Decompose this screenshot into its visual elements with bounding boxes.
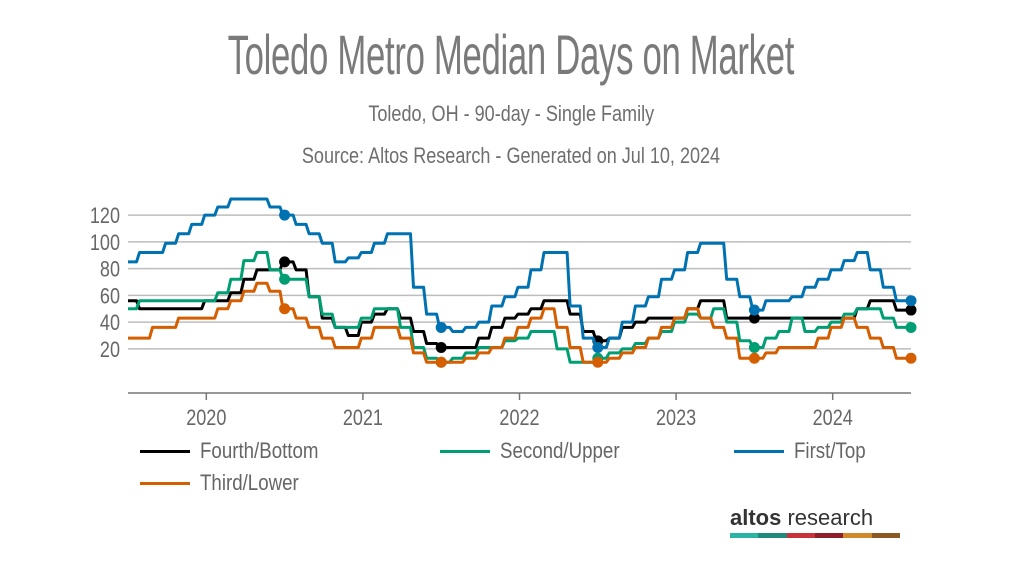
legend-label: First/Top (794, 438, 866, 463)
data-point-marker (435, 356, 447, 368)
data-point-marker (279, 273, 291, 285)
chart-subtitle-text: Toledo, OH - 90-day - Single Family (368, 101, 654, 126)
y-tick-label: 60 (100, 285, 120, 309)
logo-bar-segment (871, 533, 900, 538)
legend-swatch (140, 449, 190, 453)
x-tick-label: 2024 (813, 406, 853, 430)
data-point-marker (748, 312, 760, 324)
logo-bar-segment (730, 533, 759, 538)
y-tick-label: 80 (100, 258, 120, 282)
data-point-marker (748, 342, 760, 354)
series-line-third-lower (128, 281, 911, 364)
data-point-marker (279, 209, 291, 221)
data-point-marker (905, 321, 917, 333)
logo-brand-light: research (787, 505, 874, 530)
x-tick-label: 2022 (499, 406, 539, 430)
data-point-marker (592, 342, 604, 354)
data-point-marker (279, 256, 291, 268)
series-line-first-top (128, 197, 911, 349)
data-point-marker (905, 304, 917, 316)
y-tick-label: 100 (90, 231, 120, 255)
data-point-marker (748, 352, 760, 364)
legend-swatch (734, 449, 784, 453)
chart-source: Source: Altos Research - Generated on Ju… (0, 143, 1022, 169)
logo-bar-segment (814, 533, 844, 538)
logo-text: altos research (730, 505, 900, 531)
legend-label: Third/Lower (200, 470, 299, 495)
data-point-marker (905, 352, 917, 364)
legend-item-fourth: Fourth/Bottom (140, 438, 339, 464)
data-point-marker (435, 321, 447, 333)
data-point-marker (279, 303, 291, 315)
data-point-marker (748, 304, 760, 316)
chart-source-text: Source: Altos Research - Generated on Ju… (301, 143, 721, 168)
data-point-marker (905, 295, 917, 307)
logo-bar-segment (758, 533, 787, 538)
series-line-fourth-bottom (128, 260, 911, 349)
chart-title-text: Toledo Metro Median Days on Market (227, 23, 795, 86)
y-tick-label: 120 (90, 204, 120, 228)
y-tick-label: 40 (100, 312, 120, 336)
logo-bar-segment (786, 533, 815, 538)
x-tick-label: 2020 (186, 406, 226, 430)
chart-subtitle: Toledo, OH - 90-day - Single Family (0, 101, 1022, 127)
logo-brand-bold: altos (730, 505, 782, 530)
x-tick-label: 2023 (656, 406, 696, 430)
legend-item-first: First/Top (734, 438, 878, 464)
chart-title: Toledo Metro Median Days on Market (0, 22, 1022, 86)
x-tick-label: 2021 (343, 406, 383, 430)
legend-item-second: Second/Upper (440, 438, 641, 464)
data-point-marker (435, 342, 447, 354)
legend-label: Second/Upper (500, 438, 620, 463)
legend-swatch (140, 481, 190, 485)
series-line-second-upper (128, 251, 911, 364)
data-point-marker (592, 356, 604, 368)
legend-item-third: Third/Lower (140, 470, 316, 496)
legend-label: Fourth/Bottom (200, 438, 319, 463)
logo-bar-segment (843, 533, 872, 538)
logo-color-bar (730, 533, 900, 538)
altos-research-logo: altos research (730, 505, 900, 538)
y-tick-label: 20 (100, 338, 120, 362)
legend-swatch (440, 449, 490, 453)
